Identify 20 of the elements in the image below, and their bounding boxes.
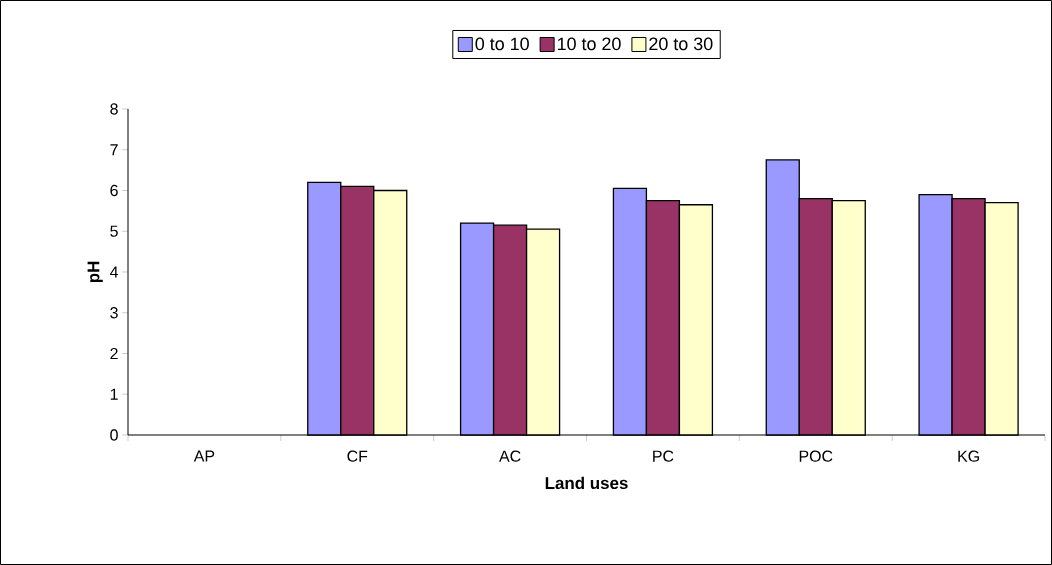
legend-label: 20 to 30: [649, 37, 713, 51]
y-tick-label: 3: [110, 307, 118, 319]
x-tick-label: AP: [193, 450, 215, 462]
y-tick-label: 4: [109, 266, 119, 278]
legend-label: 0 to 10: [475, 37, 529, 51]
x-tick-label: PC: [653, 450, 674, 462]
y-tick-label: 0: [110, 429, 118, 441]
x-tick-label: KG: [958, 450, 979, 462]
x-tick-label: AC: [499, 450, 521, 462]
y-tick-label: 8: [110, 103, 118, 115]
y-axis-title: pH: [87, 261, 103, 283]
y-tick-label: 6: [110, 184, 118, 197]
y-tick-label: 5: [110, 225, 118, 237]
x-axis-title: Land uses: [545, 476, 628, 490]
y-tick-label: 7: [110, 144, 118, 156]
legend-label: 10 to 20: [557, 37, 621, 51]
x-tick-label: CF: [347, 450, 368, 462]
y-tick-label: 1: [110, 388, 118, 400]
x-tick-label: POC: [799, 450, 833, 462]
y-tick-label: 2: [110, 347, 118, 360]
